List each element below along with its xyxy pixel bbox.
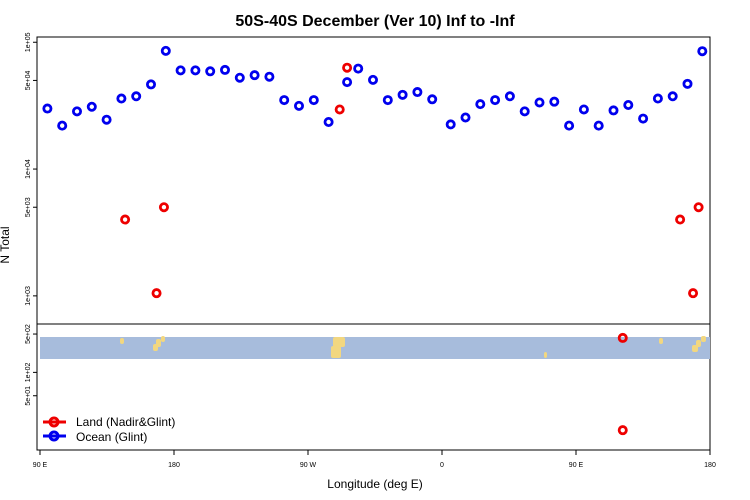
top-point-1-4	[342, 62, 353, 73]
map-band	[40, 336, 710, 359]
y-axis-label: N Total	[0, 226, 12, 263]
legend: Land (Nadir&Glint) Ocean (Glint)	[43, 415, 175, 444]
chart-title: 50S-40S December (Ver 10) Inf to -Inf	[235, 13, 515, 30]
x-tick-label-0: 90 E	[33, 462, 48, 469]
land-patch-5	[331, 346, 341, 358]
top-y-tick-label-0: 1e+05	[25, 32, 32, 52]
top-point-0-40	[638, 113, 649, 124]
land-patch-3	[161, 336, 165, 342]
land-patch-7	[659, 338, 663, 344]
top-point-0-35	[564, 120, 575, 131]
top-point-0-28	[460, 112, 471, 123]
top-y-tick-label-4: 1e+03	[25, 286, 32, 306]
x-tick-label-3: 0	[440, 462, 444, 469]
top-point-0-23	[382, 95, 393, 106]
ocean-band	[40, 337, 710, 359]
top-panel-frame	[36, 36, 711, 325]
legend-label-ocean: Ocean (Glint)	[76, 430, 147, 444]
top-point-0-27	[445, 119, 456, 130]
x-tick-label-2: 90 W	[300, 462, 317, 469]
top-point-0-44	[697, 46, 708, 57]
top-point-0-8	[160, 45, 171, 56]
top-point-0-32	[519, 106, 530, 117]
top-point-0-41	[652, 93, 663, 104]
top-point-0-22	[367, 74, 378, 85]
bottom-panel-frame	[36, 323, 711, 451]
top-point-0-43	[682, 78, 693, 89]
top-point-0-20	[342, 77, 353, 88]
top-point-1-7	[693, 202, 704, 213]
top-point-0-7	[145, 79, 156, 90]
legend-marker-ocean	[48, 430, 60, 442]
land-patch-8	[692, 345, 698, 352]
top-point-0-17	[293, 100, 304, 111]
top-point-1-3	[334, 104, 345, 115]
top-point-0-29	[475, 99, 486, 110]
top-point-0-15	[264, 71, 275, 82]
top-y-tick-label-5: 5e+02	[25, 324, 32, 344]
x-tick-label-5: 180	[704, 462, 716, 469]
top-point-1-2	[158, 202, 169, 213]
top-point-0-2	[72, 106, 83, 117]
top-point-0-37	[593, 120, 604, 131]
top-point-0-31	[504, 91, 515, 102]
top-point-0-42	[667, 91, 678, 102]
top-point-0-6	[131, 91, 142, 102]
top-point-1-0	[120, 214, 131, 225]
top-point-0-0	[42, 103, 53, 114]
top-point-0-1	[57, 120, 68, 131]
top-point-0-18	[308, 95, 319, 106]
bottom-y-tick-label-0: 1e+02	[25, 362, 32, 382]
top-point-0-11	[205, 66, 216, 77]
top-y-tick-label-2: 1e+04	[25, 159, 32, 179]
x-axis-label: Longitude (deg E)	[327, 477, 422, 491]
bottom-point-0-0	[617, 332, 628, 343]
top-point-0-26	[427, 94, 438, 105]
top-point-0-33	[534, 97, 545, 108]
x-tick-label-4: 90 E	[569, 462, 584, 469]
top-point-0-21	[353, 63, 364, 74]
land-patch-0	[120, 338, 124, 344]
bottom-point-0-1	[617, 425, 628, 436]
top-point-0-19	[323, 117, 334, 128]
land-patch-2	[156, 339, 161, 347]
top-point-0-3	[86, 101, 97, 112]
top-point-0-10	[190, 65, 201, 76]
land-patch-9	[696, 340, 701, 347]
x-tick-label-1: 180	[168, 462, 180, 469]
top-y-tick-label-3: 5e+03	[25, 197, 32, 217]
top-point-0-4	[101, 114, 112, 125]
points	[42, 45, 708, 436]
legend-marker-land	[48, 416, 60, 428]
top-point-0-30	[490, 95, 501, 106]
top-point-0-12	[219, 64, 230, 75]
top-point-0-38	[608, 105, 619, 116]
bottom-y-tick-label-1: 5e+01	[25, 386, 32, 406]
top-point-0-34	[549, 96, 560, 107]
top-point-1-6	[688, 288, 699, 299]
land-patch-10	[701, 336, 706, 342]
top-y-tick-label-1: 5e+04	[25, 70, 32, 90]
axes: 1e+05 5e+04 1e+04 5e+03 1e+03 5e+02 1e+02 5e+01…	[25, 32, 716, 469]
top-point-1-1	[151, 288, 162, 299]
land-patch-4	[333, 337, 345, 347]
top-point-0-39	[623, 100, 634, 111]
top-point-1-5	[675, 214, 686, 225]
land-patch-6	[544, 352, 547, 358]
legend-label-land: Land (Nadir&Glint)	[76, 415, 175, 429]
top-point-0-16	[279, 95, 290, 106]
top-point-0-9	[175, 65, 186, 76]
top-point-0-24	[397, 89, 408, 100]
top-point-0-36	[578, 104, 589, 115]
top-point-0-13	[234, 72, 245, 83]
top-point-0-14	[249, 70, 260, 81]
top-point-0-5	[116, 93, 127, 104]
top-point-0-25	[412, 87, 423, 98]
